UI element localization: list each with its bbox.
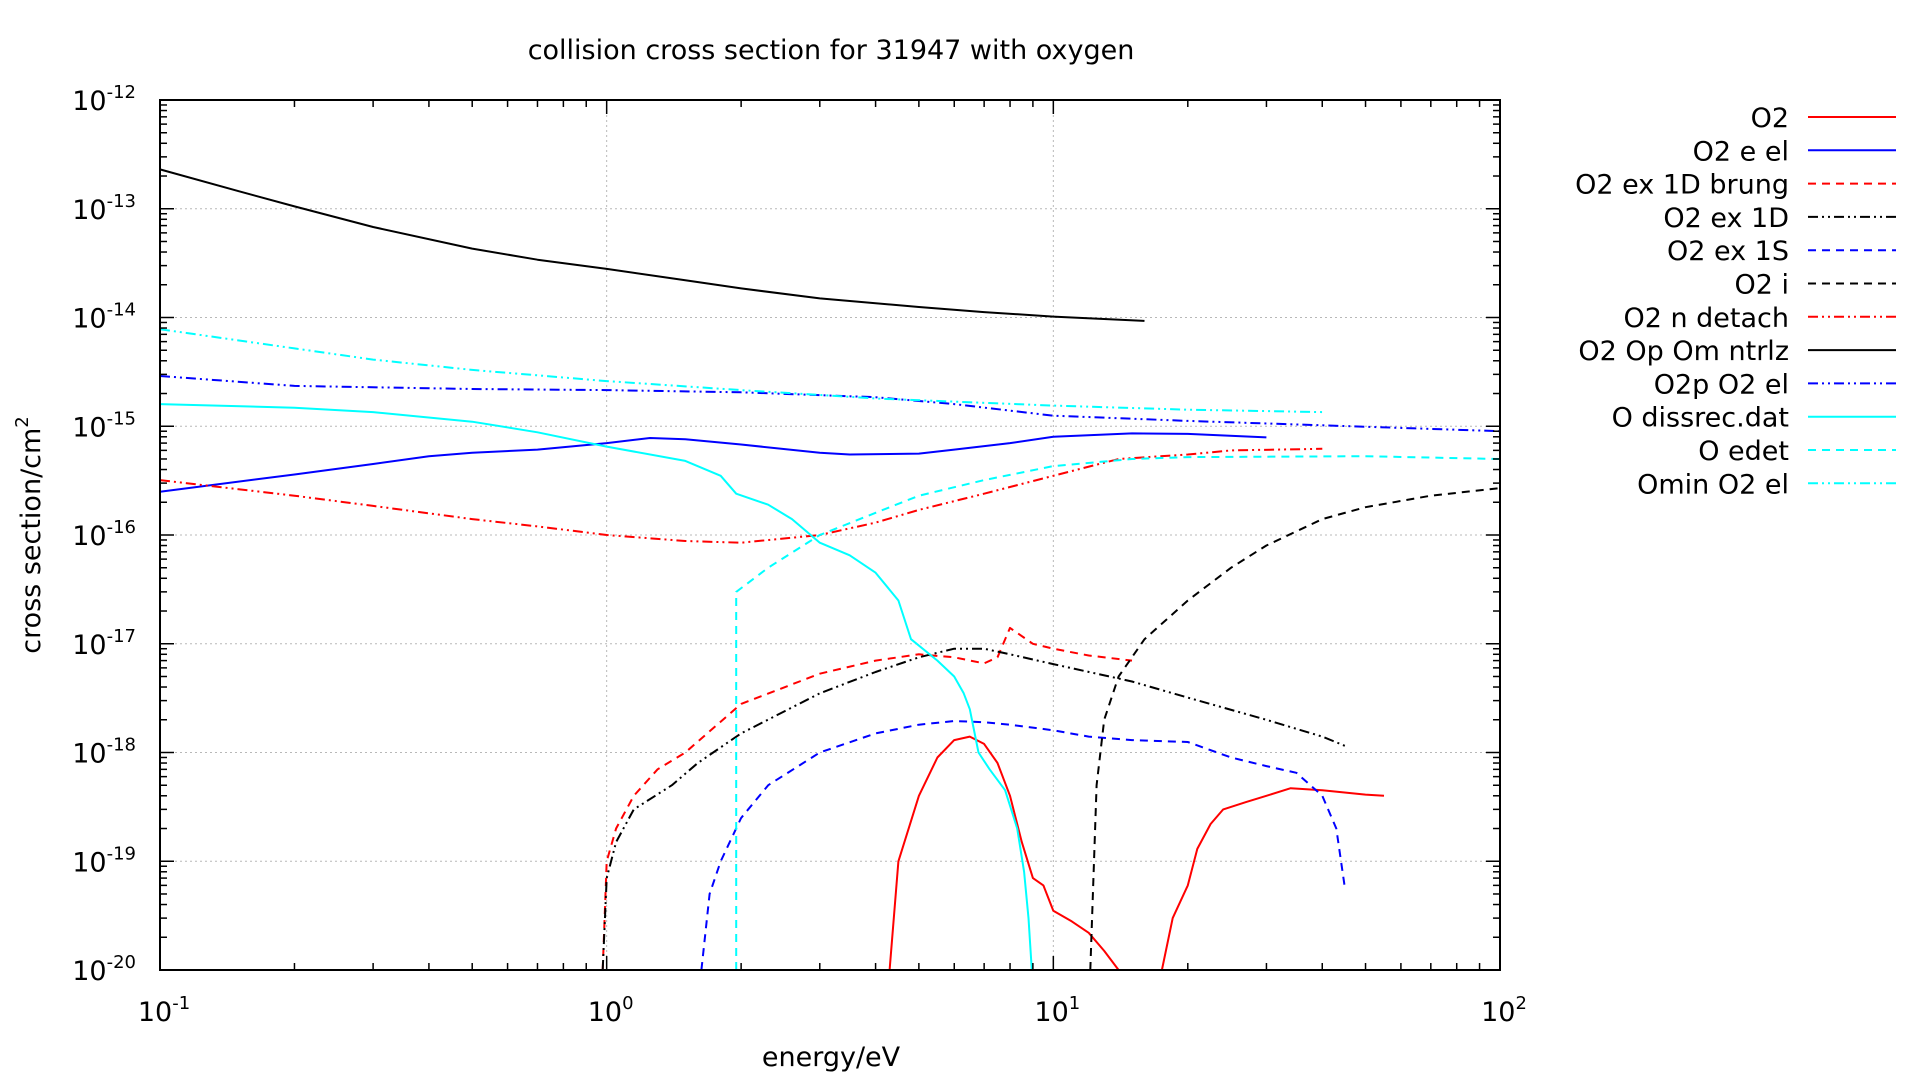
series-line-o2-ex-1d-brung — [601, 626, 1133, 971]
y-tick-label: 10-18 — [72, 735, 136, 770]
series-line-o2-op-om-ntrlz — [159, 168, 1145, 322]
legend-label-o2-ex-1s: O2 ex 1S — [1667, 236, 1789, 267]
series-line-o-edet — [735, 455, 1501, 970]
y-axis-label: cross section/cm2 — [12, 416, 47, 654]
series-line-o2-e-el — [159, 432, 1267, 493]
x-tick-label: 102 — [1481, 993, 1527, 1028]
legend-label-o2: O2 — [1751, 103, 1789, 134]
x-tick-label: 100 — [588, 993, 634, 1028]
legend-label-omin-o2-el: Omin O2 el — [1637, 469, 1789, 500]
y-tick-label: 10-16 — [72, 517, 136, 552]
legend-label-o2-ex-1d: O2 ex 1D — [1663, 203, 1789, 234]
y-tick-label: 10-14 — [72, 300, 136, 335]
series-line-o2p-o2-el — [159, 375, 1501, 433]
legend-label-o-edet: O edet — [1698, 436, 1789, 467]
legend-label-o2-op-om-ntrlz: O2 Op Om ntrlz — [1578, 336, 1789, 367]
legend-label-o2-i: O2 i — [1734, 270, 1789, 301]
legend-label-o2p-o2-el: O2p O2 el — [1654, 369, 1789, 400]
series-line-o2 — [1160, 787, 1385, 971]
y-tick-label: 10-19 — [72, 843, 136, 878]
grid — [160, 100, 1500, 970]
x-tick-label: 101 — [1034, 993, 1080, 1028]
y-tick-label: 10-13 — [72, 191, 136, 226]
legend-label-o2-n-detach: O2 n detach — [1623, 303, 1789, 334]
series-line-o2 — [888, 735, 1120, 971]
series-line-omin-o2-el — [159, 328, 1323, 414]
series-line-o-dissrec-dat — [159, 403, 1033, 971]
y-tick-label: 10-20 — [72, 952, 136, 987]
axis-ticks — [159, 100, 1500, 971]
x-tick-label: 10-1 — [138, 993, 190, 1028]
series-line-o2-ex-1s — [700, 720, 1347, 971]
tick-labels: 10-1 100 101 102 10-12 10-13 10-14 10-15 10-16 10… — [72, 82, 1527, 1028]
legend-label-o2-ex-1d-brung: O2 ex 1D brung — [1575, 170, 1789, 201]
plot-series — [159, 168, 1501, 971]
y-tick-label: 10-17 — [72, 626, 136, 661]
y-tick-label: 10-15 — [72, 408, 136, 443]
chart-title: collision cross section for 31947 with o… — [528, 35, 1135, 66]
y-tick-label: 10-12 — [72, 82, 136, 117]
series-line-o2-n-detach — [159, 447, 1323, 544]
x-axis-label: energy/eV — [762, 1042, 901, 1073]
legend-label-o2-e-el: O2 e el — [1693, 136, 1789, 167]
y-axis-label-base: cross section/cm — [16, 428, 47, 654]
y-axis-label-exponent: 2 — [12, 416, 33, 427]
series-line-o2-i — [1089, 487, 1501, 971]
legend-label-o-dissrec-dat: O dissrec.dat — [1612, 403, 1789, 434]
